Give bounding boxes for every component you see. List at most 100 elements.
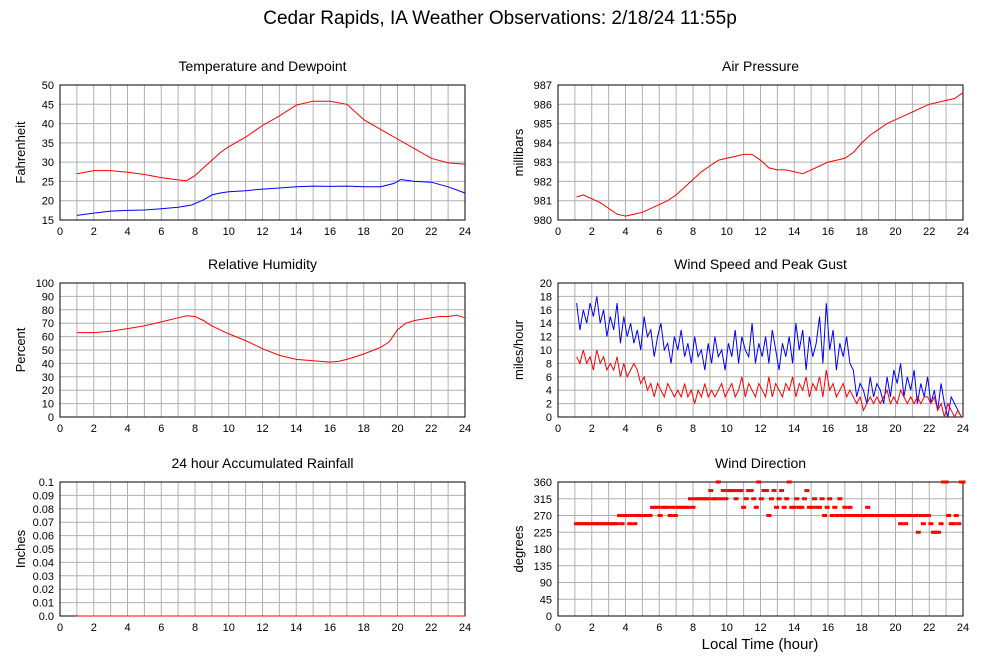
x-tick-label: 24 (957, 622, 969, 634)
data-point (675, 505, 681, 509)
data-point (941, 480, 947, 484)
data-point (693, 497, 699, 501)
x-tick-label: 20 (391, 622, 403, 634)
data-point (880, 514, 886, 517)
data-point (819, 497, 825, 501)
y-tick-label: 0.0 (39, 611, 54, 623)
data-point (801, 497, 807, 501)
x-tick-label: 8 (690, 226, 696, 238)
data-point (743, 497, 749, 501)
plot-frame (59, 282, 466, 418)
x-tick-label: 24 (957, 226, 969, 238)
y-tick-label: 25 (42, 176, 54, 188)
data-point (794, 497, 800, 501)
x-tick-label: 4 (622, 423, 628, 435)
chart-title: Temperature and Dewpoint (178, 58, 346, 74)
data-point (951, 522, 957, 526)
x-tick-label: 24 (957, 423, 969, 435)
data-point (903, 522, 909, 526)
data-point (624, 514, 630, 517)
x-tick-label: 2 (91, 423, 97, 435)
y-tick-label: 10 (42, 399, 54, 411)
x-tick-label: 22 (923, 423, 935, 435)
data-point (718, 497, 724, 501)
y-tick-label: 40 (42, 358, 54, 370)
data-point (672, 514, 678, 517)
x-tick-label: 4 (124, 423, 130, 435)
data-point (753, 505, 759, 509)
data-point (723, 497, 729, 501)
data-point (670, 505, 676, 509)
x-tick-label: 22 (425, 423, 437, 435)
x-tick-label: 24 (459, 423, 471, 435)
x-tick-label: 4 (124, 622, 130, 634)
data-point (814, 505, 820, 509)
data-point (867, 514, 873, 517)
data-point (698, 497, 704, 501)
y-tick-label: 270 (534, 511, 552, 523)
data-point (928, 522, 934, 526)
data-point (725, 489, 731, 493)
x-tick-label: 4 (622, 226, 628, 238)
data-point (804, 489, 810, 493)
y-tick-label: 0.05 (33, 544, 54, 556)
x-tick-label: 14 (788, 226, 800, 238)
chart-title: Air Pressure (722, 58, 799, 74)
data-point (720, 489, 726, 493)
data-point (865, 505, 871, 509)
x-tick-label: 10 (721, 423, 733, 435)
data-point (619, 522, 625, 526)
x-tick-label: 10 (223, 226, 235, 238)
x-tick-label: 10 (223, 622, 235, 634)
data-point (791, 505, 797, 509)
data-point (849, 514, 855, 517)
plot-frame (557, 282, 964, 418)
data-point (576, 522, 582, 526)
data-point (837, 497, 843, 501)
y-tick-label: 12 (540, 332, 552, 344)
data-point (736, 489, 742, 493)
data-point (687, 497, 693, 501)
x-tick-label: 10 (721, 622, 733, 634)
data-point (746, 489, 752, 493)
data-point (908, 514, 914, 517)
data-point (910, 514, 916, 517)
y-tick-label: 90 (540, 578, 552, 590)
data-point (617, 514, 623, 517)
x-tick-label: 22 (425, 622, 437, 634)
data-point (860, 514, 866, 517)
data-point (655, 505, 661, 509)
x-tick-label: 14 (290, 622, 302, 634)
data-point (751, 497, 757, 501)
y-axis-label: Inches (13, 529, 28, 568)
data-point (756, 480, 762, 484)
data-point (925, 514, 931, 517)
data-point (938, 522, 944, 526)
data-point (857, 514, 863, 517)
data-point (796, 505, 802, 509)
data-point (627, 522, 633, 526)
data-point (956, 522, 962, 526)
y-tick-label: 225 (534, 527, 552, 539)
y-tick-label: 30 (42, 157, 54, 169)
x-tick-label: 14 (788, 423, 800, 435)
x-tick-label: 18 (358, 423, 370, 435)
data-point (895, 514, 901, 517)
y-tick-label: 360 (534, 477, 552, 489)
data-point (809, 505, 815, 509)
x-tick-label: 22 (425, 226, 437, 238)
series-line (76, 314, 466, 363)
data-point (574, 522, 580, 526)
y-tick-label: 8 (546, 358, 552, 370)
y-axis-label: Fahrenheit (13, 121, 28, 184)
data-point (812, 497, 817, 501)
data-point (758, 497, 764, 501)
y-tick-label: 0.09 (33, 490, 54, 502)
data-point (612, 522, 618, 526)
x-tick-label: 10 (223, 423, 235, 435)
y-tick-label: 45 (540, 594, 552, 606)
y-tick-label: 6 (546, 372, 552, 384)
chart-title: 24 hour Accumulated Rainfall (171, 455, 353, 471)
data-point (817, 505, 823, 509)
y-tick-label: 981 (534, 196, 552, 208)
